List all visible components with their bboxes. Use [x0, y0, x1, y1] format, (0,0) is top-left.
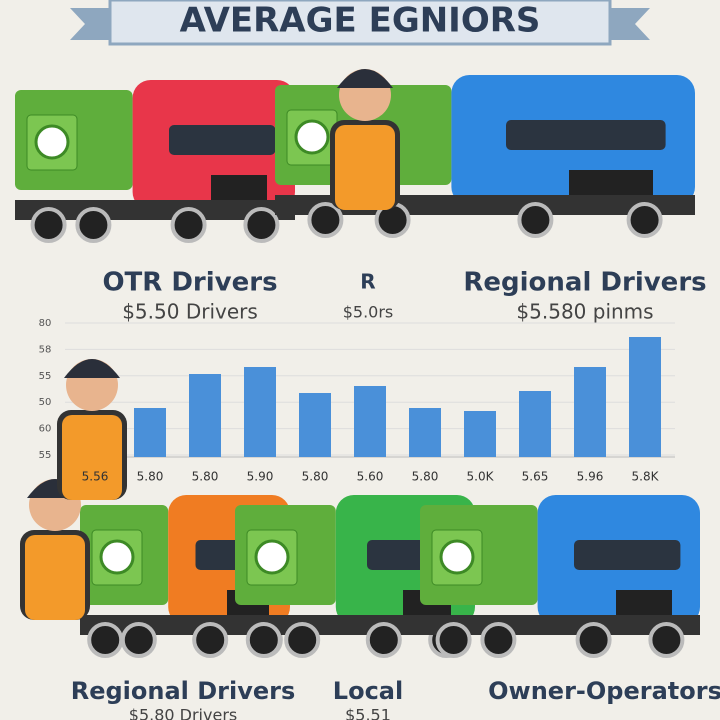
dollar-icon	[294, 119, 330, 155]
vest	[25, 535, 85, 620]
y-tick-label: 55	[39, 450, 52, 461]
wheel	[284, 622, 321, 658]
windshield	[169, 125, 276, 155]
label-title: Regional Drivers	[463, 268, 706, 298]
wheel	[626, 202, 663, 238]
dollar-icon	[34, 124, 70, 160]
windshield	[506, 120, 666, 150]
driver	[20, 479, 90, 620]
wheel	[30, 207, 67, 243]
y-tick-label: 55	[39, 371, 52, 382]
vest	[62, 415, 122, 500]
dollar-icon	[99, 539, 135, 575]
wheel	[307, 202, 344, 238]
x-tick-label: 5.80	[137, 470, 164, 484]
x-tick-label: 5.0K	[467, 470, 495, 484]
x-tick-label: 5.90	[247, 470, 274, 484]
x-tick-label: 5.60	[357, 470, 384, 484]
label-title: OTR Drivers	[102, 268, 277, 298]
x-tick-label: 5.80	[412, 470, 439, 484]
windshield	[574, 540, 681, 570]
bar	[519, 391, 551, 457]
label-title: R	[360, 270, 375, 294]
truck	[420, 495, 700, 658]
wheel	[517, 202, 554, 238]
bar	[464, 411, 496, 457]
wheel	[648, 622, 685, 658]
bar	[134, 408, 166, 457]
label-subtitle: $5.580 pinms	[516, 300, 653, 324]
title: AVERAGE EGNIORS	[180, 1, 541, 41]
driver	[57, 359, 127, 500]
wheel	[75, 207, 112, 243]
wheel	[480, 622, 517, 658]
label-subtitle: $5.51	[345, 706, 391, 720]
wheel	[192, 622, 229, 658]
bar	[244, 367, 276, 457]
bar	[189, 374, 221, 457]
bar	[629, 337, 661, 457]
truck	[15, 80, 295, 243]
wheel	[245, 622, 282, 658]
wheel	[365, 622, 402, 658]
x-tick-label: 5.96	[577, 470, 604, 484]
dollar-icon	[254, 539, 290, 575]
label-subtitle: $5.50 Drivers	[122, 300, 258, 324]
label-title: Owner-Operators	[488, 677, 720, 705]
x-tick-label: 5.8K	[632, 470, 660, 484]
label-title: Regional Drivers	[71, 677, 296, 705]
wheel	[575, 622, 612, 658]
cap	[337, 69, 393, 88]
label-subtitle: $5.0rs	[343, 303, 394, 322]
wheel	[120, 622, 157, 658]
y-tick-label: 58	[39, 344, 52, 355]
banner-end	[600, 8, 650, 40]
label-subtitle: $5.80 Drivers	[129, 706, 237, 720]
dollar-icon	[439, 539, 475, 575]
driver	[330, 69, 400, 210]
bar	[409, 408, 441, 457]
banner-end	[70, 8, 120, 40]
label-title: Local	[333, 677, 403, 705]
bar	[354, 386, 386, 457]
bar	[574, 367, 606, 457]
wheel	[170, 207, 207, 243]
x-tick-label: 5.80	[192, 470, 219, 484]
y-tick-label: 50	[39, 397, 52, 408]
x-tick-label: 5.80	[302, 470, 329, 484]
x-tick-label: 5.65	[522, 470, 549, 484]
wheel	[435, 622, 472, 658]
cap	[64, 359, 120, 378]
bar	[299, 393, 331, 457]
wheel	[87, 622, 124, 658]
wheel	[243, 207, 280, 243]
x-tick-label: 5.56	[82, 470, 109, 484]
banner	[108, 0, 612, 46]
y-tick-label: 60	[39, 424, 52, 435]
vest	[335, 125, 395, 210]
y-tick-label: 80	[39, 318, 52, 329]
